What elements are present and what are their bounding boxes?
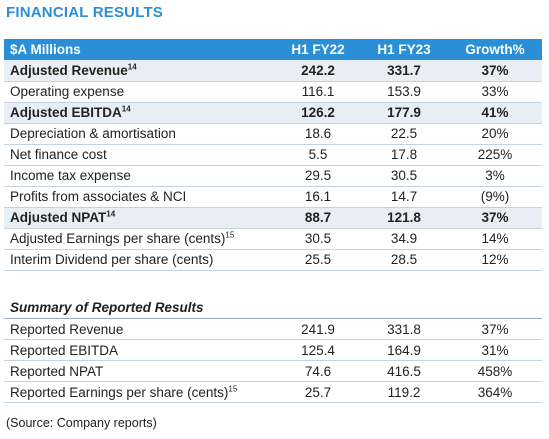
page-title: FINANCIAL RESULTS: [6, 4, 164, 21]
value-growth: 12%: [448, 249, 542, 271]
value-h1-fy22: 242.2: [276, 60, 360, 82]
value-h1-fy23: 164.9: [360, 339, 448, 361]
row-label: Adjusted Earnings per share (cents)15: [4, 228, 276, 250]
table-row: Reported EBITDA 125.4 164.9 31%: [4, 339, 543, 361]
row-label: Depreciation & amortisation: [4, 123, 276, 145]
summary-heading-row: Summary of Reported Results: [4, 296, 543, 319]
value-h1-fy23: 17.8: [360, 144, 448, 166]
value-h1-fy22: 116.1: [276, 81, 360, 103]
value-h1-fy23: 14.7: [360, 186, 448, 208]
table-row: Reported Earnings per share (cents)15 25.…: [4, 381, 543, 403]
table-row: Profits from associates & NCI 16.1 14.7 (9%…: [4, 186, 542, 208]
value-h1-fy23: 121.8: [360, 207, 448, 229]
footnote-ref: 15: [225, 230, 235, 240]
value-h1-fy23: 22.5: [360, 123, 448, 145]
table-row: Net finance cost 5.5 17.8 225%: [4, 144, 542, 166]
value-h1-fy22: 88.7: [276, 207, 360, 229]
financial-results-table: $A Millions H1 FY22 H1 FY23 Growth% Adju…: [4, 39, 542, 271]
value-h1-fy22: 125.4: [276, 339, 360, 361]
value-h1-fy23: 153.9: [360, 81, 448, 103]
value-growth: 41%: [448, 102, 542, 124]
summary-heading: Summary of Reported Results: [4, 296, 543, 319]
footnote-ref: 14: [121, 104, 131, 114]
reported-results-body: Summary of Reported Results Reported Rev…: [4, 296, 543, 403]
table-header-row: $A Millions H1 FY22 H1 FY23 Growth%: [4, 39, 542, 60]
row-label: Reported Revenue: [4, 318, 276, 340]
value-h1-fy23: 416.5: [360, 360, 448, 382]
value-h1-fy23: 30.5: [360, 165, 448, 187]
value-growth: 37%: [448, 207, 542, 229]
row-label: Income tax expense: [4, 165, 276, 187]
value-growth: 14%: [448, 228, 542, 250]
value-h1-fy22: 16.1: [276, 186, 360, 208]
value-growth: (9%): [448, 186, 542, 208]
table-row: Adjusted Earnings per share (cents)15 30.…: [4, 228, 542, 250]
value-h1-fy23: 28.5: [360, 249, 448, 271]
value-h1-fy22: 29.5: [276, 165, 360, 187]
value-h1-fy23: 177.9: [360, 102, 448, 124]
value-growth: 20%: [448, 123, 542, 145]
table-row: Reported Revenue 241.9 331.8 37%: [4, 318, 543, 340]
row-label: Adjusted Revenue14: [4, 60, 276, 82]
row-label: Adjusted NPAT14: [4, 207, 276, 229]
value-h1-fy22: 126.2: [276, 102, 360, 124]
value-h1-fy22: 74.6: [276, 360, 360, 382]
header-h1-fy23: H1 FY23: [377, 42, 431, 57]
value-growth: 31%: [448, 339, 543, 361]
value-growth: 37%: [448, 318, 543, 340]
value-growth: 458%: [448, 360, 543, 382]
table-row: Operating expense 116.1 153.9 33%: [4, 81, 542, 103]
value-h1-fy22: 25.7: [276, 381, 360, 403]
header-units: $A Millions: [10, 42, 81, 57]
value-h1-fy22: 241.9: [276, 318, 360, 340]
header-h1-fy22: H1 FY22: [291, 42, 345, 57]
row-label: Reported EBITDA: [4, 339, 276, 361]
value-h1-fy22: 5.5: [276, 144, 360, 166]
table-row: Reported NPAT 74.6 416.5 458%: [4, 360, 543, 382]
value-growth: 37%: [448, 60, 542, 82]
table-row: Depreciation & amortisation 18.6 22.5 20%: [4, 123, 542, 145]
row-label: Profits from associates & NCI: [4, 186, 276, 208]
value-h1-fy23: 331.8: [360, 318, 448, 340]
table-row: Interim Dividend per share (cents) 25.5 28…: [4, 249, 542, 271]
value-growth: 364%: [448, 381, 543, 403]
table-row: Adjusted Revenue14 242.2 331.7 37%: [4, 60, 542, 82]
table-row: Income tax expense 29.5 30.5 3%: [4, 165, 542, 187]
value-h1-fy22: 25.5: [276, 249, 360, 271]
table-row: Adjusted EBITDA14 126.2 177.9 41%: [4, 102, 542, 124]
financial-results-body: Adjusted Revenue14 242.2 331.7 37% Operating…: [4, 60, 542, 271]
row-label: Reported Earnings per share (cents)15: [4, 381, 276, 403]
source-note: (Source: Company reports): [6, 416, 157, 430]
header-growth: Growth%: [465, 42, 525, 57]
value-growth: 225%: [448, 144, 542, 166]
reported-results-table: Summary of Reported Results Reported Rev…: [4, 296, 543, 403]
value-h1-fy22: 30.5: [276, 228, 360, 250]
table-row: Adjusted NPAT14 88.7 121.8 37%: [4, 207, 542, 229]
value-h1-fy23: 331.7: [360, 60, 448, 82]
row-label: Interim Dividend per share (cents): [4, 249, 276, 271]
value-h1-fy23: 119.2: [360, 381, 448, 403]
value-h1-fy22: 18.6: [276, 123, 360, 145]
row-label: Adjusted EBITDA14: [4, 102, 276, 124]
footnote-ref: 15: [228, 384, 238, 393]
footnote-ref: 14: [106, 209, 116, 219]
footnote-ref: 14: [127, 62, 137, 72]
value-h1-fy23: 34.9: [360, 228, 448, 250]
value-growth: 33%: [448, 81, 542, 103]
row-label: Operating expense: [4, 81, 276, 103]
row-label: Net finance cost: [4, 144, 276, 166]
value-growth: 3%: [448, 165, 542, 187]
row-label: Reported NPAT: [4, 360, 276, 382]
